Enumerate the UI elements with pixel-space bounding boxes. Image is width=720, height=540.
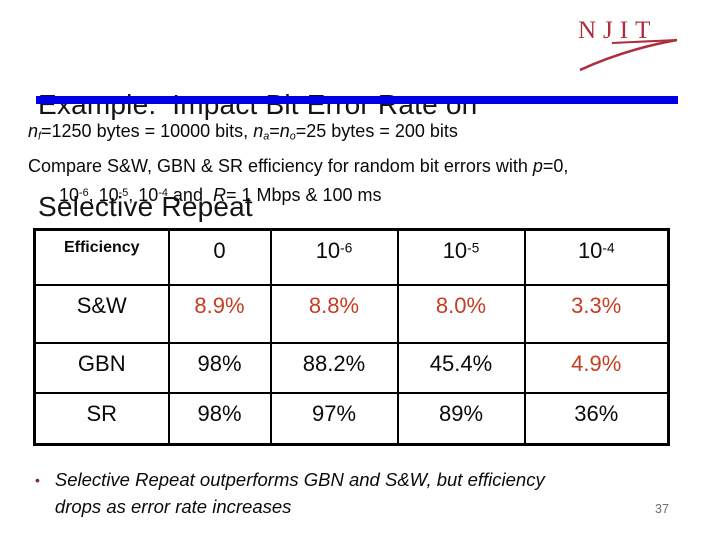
- table-header-row: Efficiency 0 10-6 10-5 10-4: [33, 228, 670, 286]
- header-value: 0: [213, 238, 226, 263]
- text-segment: a: [263, 130, 270, 143]
- table-header-efficiency: Efficiency: [33, 228, 170, 286]
- table-row-sw: S&W 8.9% 8.8% 8.0% 3.3%: [33, 283, 670, 344]
- njit-logo: NJIT: [576, 14, 680, 76]
- slide-title: Example: Impact Bit Error Rate on Select…: [38, 20, 638, 292]
- text-segment: = 1 Mbps & 100 ms: [225, 184, 382, 205]
- text-segment: and: [167, 184, 213, 205]
- row-label-gbn: GBN: [33, 341, 170, 394]
- text-segment: o: [289, 130, 296, 143]
- njit-logo-text: NJIT: [578, 17, 657, 44]
- text-segment: , 10: [88, 184, 119, 205]
- cell-gbn-1e-6: 88.2%: [269, 341, 399, 394]
- text-segment: p: [532, 155, 543, 176]
- text-segment: =: [269, 121, 280, 141]
- header-exponent: -6: [340, 240, 353, 256]
- cell-sr-1e-5: 89%: [396, 391, 526, 446]
- title-line-2: Selective Repeat: [38, 191, 253, 222]
- title-divider-bar: [36, 96, 678, 104]
- text-segment: n: [279, 121, 290, 141]
- conclusion-bullet: • Selective Repeat outperforms GBN and S…: [35, 466, 675, 520]
- body-line-error-rates: 10-6, 10-5, 10-4 and R= 1 Mbps & 100 ms: [28, 180, 692, 209]
- conclusion-text: Selective Repeat outperforms GBN and S&W…: [54, 469, 545, 517]
- cell-sw-1e-6: 8.8%: [269, 283, 399, 344]
- text-segment: n: [28, 121, 39, 141]
- efficiency-table: Efficiency 0 10-6 10-5 10-4 S&W 8.9% 8.8…: [33, 228, 670, 446]
- text-segment: -6: [79, 186, 89, 199]
- bullet-marker-icon: •: [35, 472, 40, 488]
- text-segment: R: [212, 184, 226, 205]
- table-header-p1e-5: 10-5: [396, 228, 526, 286]
- text-segment: =0,: [542, 155, 569, 176]
- page-number: 37: [655, 502, 669, 516]
- table-header-p1e-4: 10-4: [523, 228, 670, 286]
- cell-sw-1e-5: 8.0%: [396, 283, 526, 344]
- text-segment: -5: [118, 186, 129, 199]
- cell-sw-1e-4: 3.3%: [523, 283, 670, 344]
- header-value: 10: [442, 238, 468, 263]
- text-segment: Compare S&W, GBN & SR efficiency for ran…: [28, 155, 533, 176]
- header-value: 10: [315, 238, 341, 263]
- text-segment: -4: [158, 186, 168, 199]
- table-header-p1e-6: 10-6: [269, 228, 399, 286]
- body-text-block: nf=1250 bytes = 10000 bits, na=no=25 byt…: [28, 118, 692, 209]
- header-exponent: -5: [467, 240, 480, 256]
- table-header-p0: 0: [167, 228, 272, 286]
- text-segment: 10: [59, 184, 80, 205]
- text-segment: f: [38, 130, 42, 143]
- cell-sr-0: 98%: [167, 391, 272, 446]
- row-label-sw: S&W: [33, 283, 170, 344]
- header-exponent: -4: [602, 240, 615, 256]
- body-line-compare: Compare S&W, GBN & SR efficiency for ran…: [28, 153, 692, 180]
- cell-gbn-1e-4: 4.9%: [523, 341, 670, 394]
- text-segment: =25 bytes = 200 bits: [295, 121, 458, 141]
- cell-sr-1e-6: 97%: [269, 391, 399, 446]
- njit-logo-graphic: NJIT: [578, 17, 678, 72]
- text-segment: =1250 bytes = 10000 bits,: [41, 121, 254, 141]
- table-row-sr: SR 98% 97% 89% 36%: [33, 391, 670, 446]
- row-label-sr: SR: [33, 391, 170, 446]
- cell-sw-0: 8.9%: [167, 283, 272, 344]
- header-value: 10: [577, 238, 603, 263]
- title-line-1: Example: Impact Bit Error Rate on: [38, 89, 478, 120]
- table-row-gbn: GBN 98% 88.2% 45.4% 4.9%: [33, 341, 670, 394]
- text-segment: , 10: [128, 184, 159, 205]
- njit-logo-swoosh: [579, 38, 678, 72]
- cell-sr-1e-4: 36%: [523, 391, 670, 446]
- text-segment: n: [253, 121, 264, 141]
- cell-gbn-0: 98%: [167, 341, 272, 394]
- body-line-frame-sizes: nf=1250 bytes = 10000 bits, na=no=25 byt…: [28, 118, 692, 151]
- njit-logo-underline: [611, 39, 678, 44]
- cell-gbn-1e-5: 45.4%: [396, 341, 526, 394]
